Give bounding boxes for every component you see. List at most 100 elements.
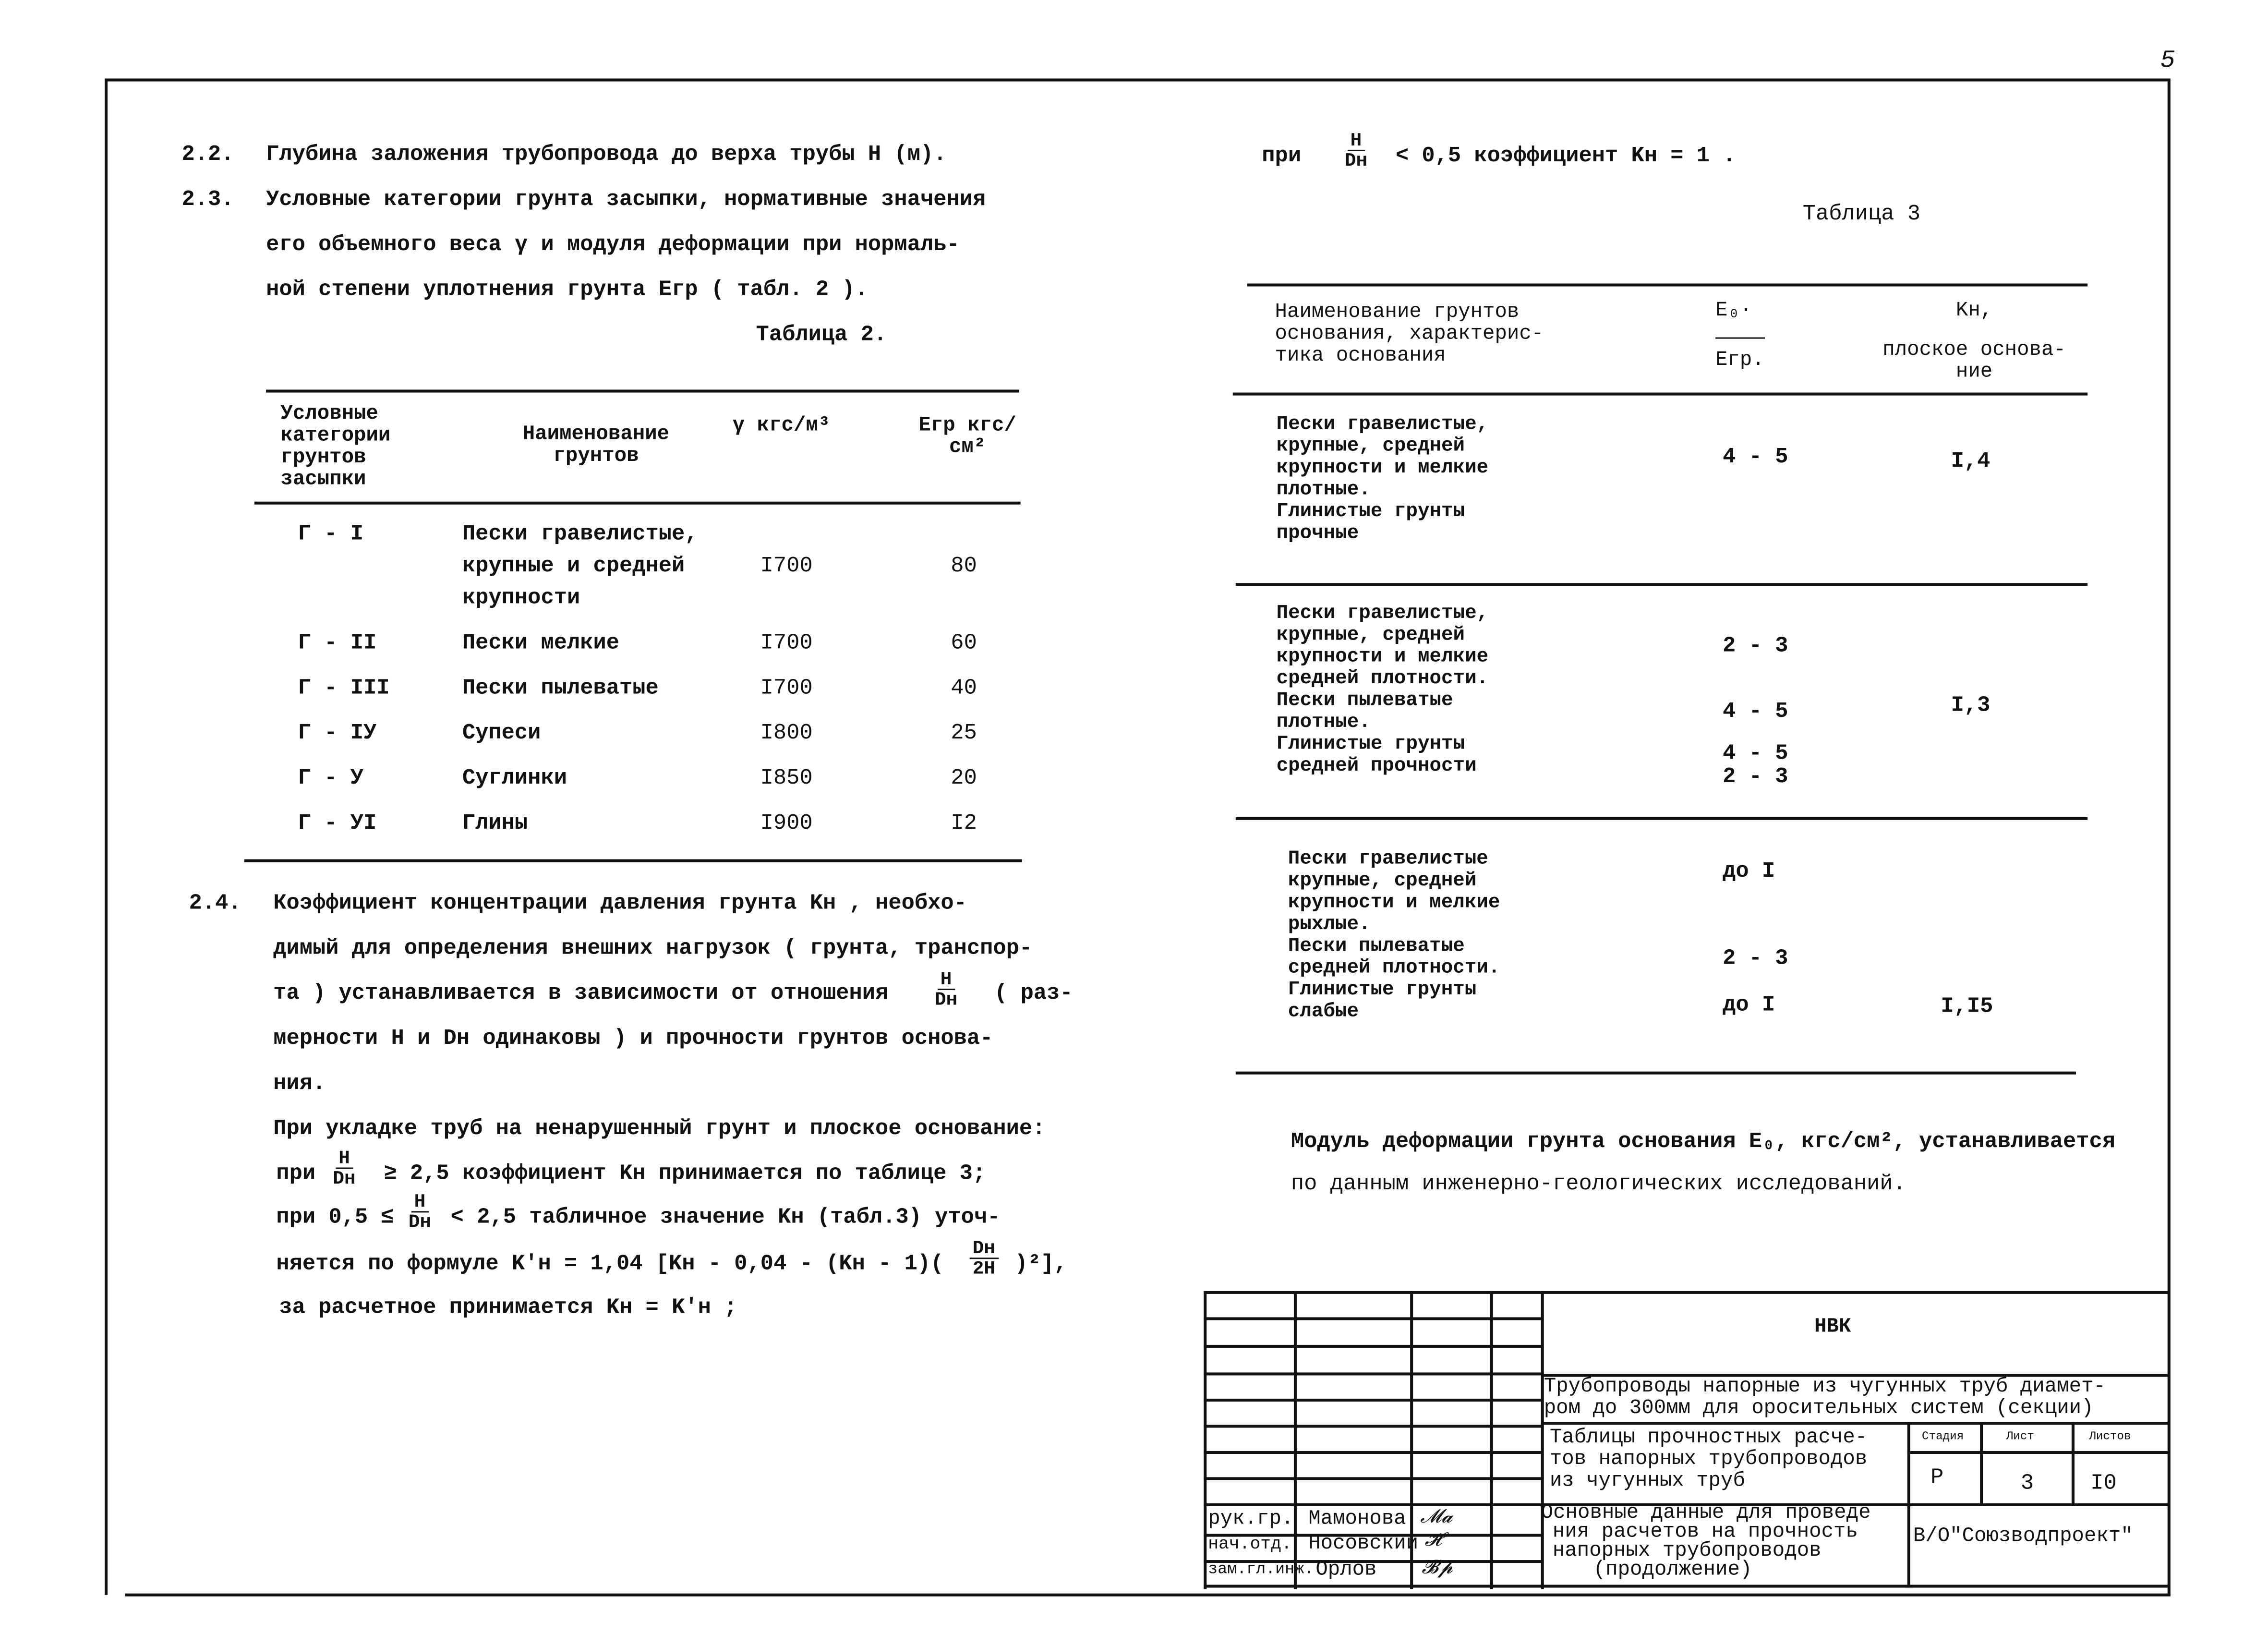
grid-line — [1410, 1291, 1413, 1589]
section-text-line: При укладке труб на ненарушенный грунт и… — [273, 1116, 1046, 1141]
line: слабые — [1288, 1002, 1359, 1024]
column-header: Условные категории грунтов засыпки — [280, 402, 391, 492]
role: зам.гл.инж. — [1208, 1561, 1314, 1579]
grid-line — [1204, 1344, 1541, 1348]
ratio-denominator: Eгр. — [1715, 349, 1764, 373]
line: Основные данные для проведе — [1541, 1501, 1871, 1525]
column-header-k: Kн, плоское основа-ние — [1882, 299, 2066, 384]
line: Пески пылеватые — [1288, 936, 1465, 958]
table-cell: I2 — [951, 811, 977, 836]
album-title: Таблицы прочностных расче-тов напорных т… — [1550, 1427, 1867, 1493]
grid-line — [1293, 1291, 1297, 1589]
header-line: Kн, — [1955, 299, 1993, 323]
line: Глинистые грунты — [1276, 501, 1465, 524]
section-text-line: его объемного веса γ и модуля деформации… — [266, 232, 960, 257]
grid-line — [1980, 1422, 1983, 1503]
ratio-value: 2 - 3 — [1723, 764, 1788, 790]
section-text-line: димый для определения внешних нагрузок (… — [273, 936, 1033, 961]
line: рыхлые. — [1288, 914, 1371, 937]
table-cell: I700 — [760, 631, 813, 656]
numerator: H — [336, 1149, 353, 1169]
column-header: Наименование грунтов — [522, 423, 670, 469]
grid-line — [1541, 1291, 1544, 1589]
fraction-h-dn: H Dн — [1340, 131, 1372, 170]
table-cell: I850 — [760, 766, 813, 791]
table-cell: Супеси — [462, 721, 541, 746]
project-title: Трубопроводы напорные из чугунных труб д… — [1544, 1376, 2106, 1421]
frame-bottom — [125, 1593, 2171, 1597]
table-cell: Пески мелкие — [462, 631, 620, 656]
section-text-line: за расчетное принимается Kн = K'н ; — [279, 1295, 737, 1320]
table-cell: Г - УI — [298, 811, 377, 836]
table-caption: Таблица 3 — [1802, 202, 1921, 227]
section-text-line: < 2,5 табличное значение Kн (табл.3) уто… — [450, 1205, 1001, 1230]
person-name: Мамонова — [1308, 1508, 1406, 1531]
grid-line — [1204, 1451, 1541, 1454]
table-cell: крупные и средней — [462, 554, 685, 579]
section-text-line: та ) устанавливается в зависимости от от… — [273, 981, 889, 1006]
role: нач.отд. — [1208, 1534, 1292, 1554]
line: плотные. — [1276, 480, 1371, 502]
signature: 𝓑𝓹 — [1422, 1557, 1453, 1579]
soil-description: Пески гравелистые, крупные, средней крупно… — [1277, 414, 1489, 545]
table-cell: 40 — [951, 676, 977, 701]
line: плотные. — [1276, 712, 1371, 735]
line: из чугунных труб — [1549, 1470, 1745, 1493]
formula-line: )²], — [1014, 1252, 1067, 1277]
frame-left — [105, 78, 108, 1595]
person-name: Орлов — [1315, 1559, 1377, 1582]
header-line: плоское основа- — [1882, 339, 2066, 362]
table-rule — [1247, 283, 2088, 287]
grid-line — [1204, 1317, 1541, 1320]
fraction-h-dn: H Dн — [404, 1192, 435, 1232]
line: средней плотности. — [1288, 958, 1500, 980]
ratio-value: 2 - 3 — [1723, 634, 1788, 659]
table-cell: I900 — [760, 811, 813, 836]
line: крупности и мелкие — [1288, 893, 1500, 915]
table-cell: Пески пылеватые — [462, 676, 659, 701]
section-text-line: при 0,5 ≤ — [276, 1205, 394, 1230]
table-cell: Глины — [462, 811, 528, 836]
line: Пески гравелистые, — [1276, 603, 1489, 626]
table-cell: Г - I — [298, 522, 364, 547]
table-rule — [266, 389, 1019, 393]
grid-line — [1204, 1477, 1541, 1480]
line: напорных трубопроводов — [1552, 1539, 1822, 1563]
line: средней прочности — [1276, 756, 1477, 778]
table-cell: 20 — [951, 766, 977, 791]
column-header-name: Наименование грунтов основания, характери… — [1275, 302, 1544, 368]
grid-line — [1204, 1291, 1207, 1589]
line: Глинистые грунты — [1288, 980, 1477, 1002]
k-value: I,I5 — [1941, 994, 1993, 1019]
note-line: Модуль деформации грунта основания E₀, к… — [1291, 1129, 2116, 1155]
section-text-line: Условные категории грунта засыпки, норма… — [266, 187, 986, 213]
table-cell: крупности — [462, 586, 580, 611]
fraction-h-dn: H Dн — [328, 1149, 360, 1188]
note-line: по данным инженерно-геологических исслед… — [1291, 1172, 1906, 1197]
grid-line — [1541, 1422, 2169, 1425]
frame-top — [105, 78, 2169, 82]
grid-line — [1204, 1372, 1541, 1376]
role: рук.гр. — [1208, 1508, 1294, 1531]
column-header-ratio: E₀· Eгр. — [1715, 300, 1764, 373]
section-text-line: Коэффициент концентрации давления грунта… — [273, 891, 967, 916]
ratio-value: до I — [1723, 859, 1775, 884]
line: ром до 300мм для оросительных систем (се… — [1544, 1397, 2094, 1421]
grid-line — [1204, 1560, 1541, 1563]
line: ния расчетов на прочность — [1552, 1521, 1858, 1544]
section-text: Глубина заложения трубопровода до верха … — [266, 142, 947, 168]
grid-line — [1907, 1451, 2169, 1454]
frame-right — [2167, 78, 2171, 1595]
table-cell: 25 — [951, 721, 977, 746]
column-header: Eгр кгс/см² — [918, 414, 1016, 460]
k-value: I,3 — [1951, 693, 1991, 718]
line: Пески гравелистые, — [1276, 414, 1489, 436]
table-cell: Г - У — [298, 766, 364, 791]
grid-line — [1204, 1291, 2169, 1294]
soil-description: Пески гравелистые крупные, средней крупнос… — [1288, 849, 1500, 1023]
fraction-h-dn: H Dн — [930, 970, 962, 1009]
line: средней плотности. — [1276, 668, 1489, 691]
line: крупности и мелкие — [1276, 458, 1489, 480]
table-cell: Г - IУ — [298, 721, 377, 746]
